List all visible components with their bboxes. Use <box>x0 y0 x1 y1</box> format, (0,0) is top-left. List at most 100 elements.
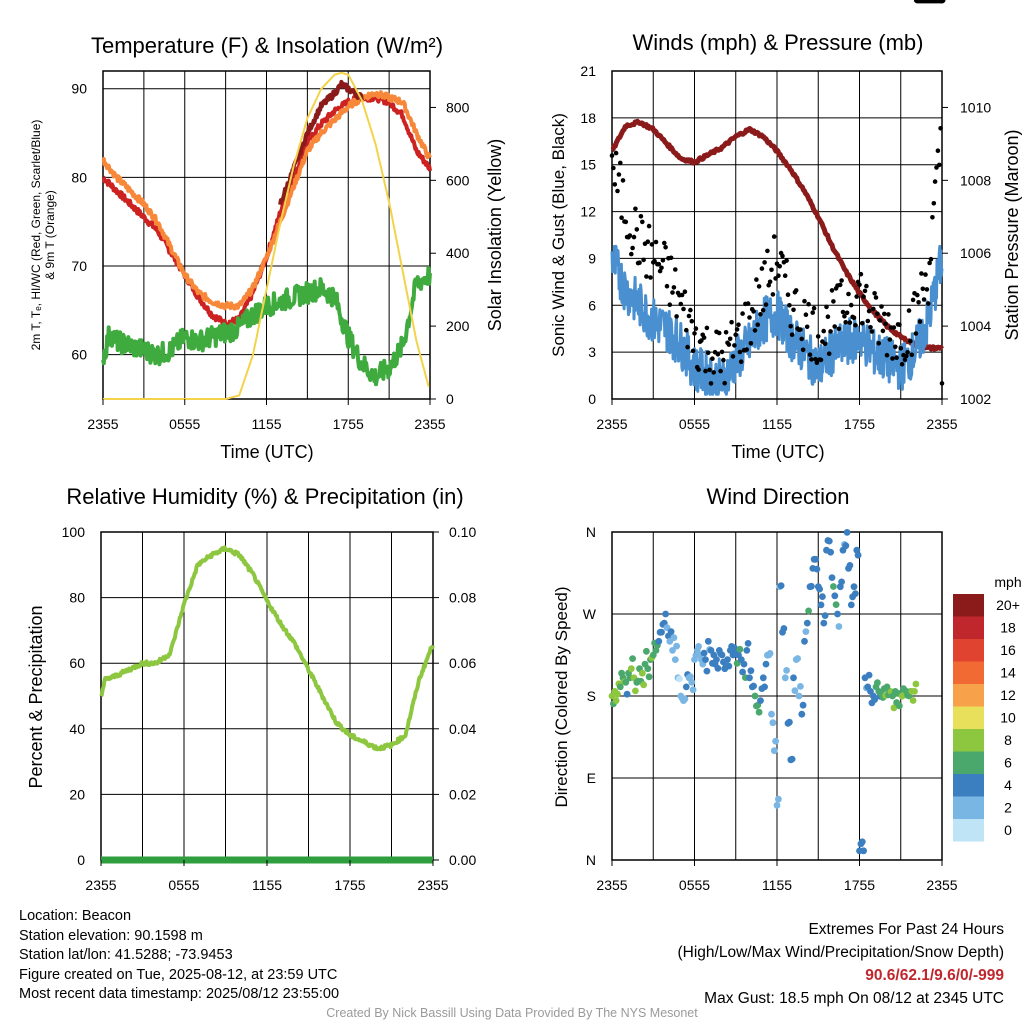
x-tick-label: 2355 <box>87 416 118 432</box>
direction-point <box>874 679 881 687</box>
dewpoint-line <box>101 265 432 387</box>
gust-point <box>721 357 726 363</box>
gust-point <box>806 301 811 307</box>
colorbar-swatch <box>953 796 984 819</box>
direction-point <box>700 649 708 657</box>
direction-point <box>911 688 918 695</box>
gust-point <box>825 314 831 320</box>
gust-point <box>633 206 638 212</box>
gust-point <box>684 327 689 333</box>
x-tick-label: 1155 <box>762 416 792 432</box>
gust-point <box>670 290 675 295</box>
gust-point <box>784 258 789 263</box>
gust-point <box>807 352 813 358</box>
colorbar-label: 6 <box>1004 755 1012 771</box>
x-tick-label: 2355 <box>596 416 627 432</box>
direction-point <box>740 660 748 668</box>
gust-point <box>686 313 692 319</box>
winds-right-label: Station Pressure (Maroon) <box>1002 129 1022 340</box>
gust-point <box>935 148 941 153</box>
direction-point <box>718 651 726 659</box>
gust-point <box>732 343 737 348</box>
gust-point <box>793 288 799 293</box>
gust-point <box>837 282 843 288</box>
gust-point <box>646 223 652 229</box>
winds-series <box>609 118 945 396</box>
gust-point <box>701 335 707 340</box>
gust-point <box>873 295 879 300</box>
direction-point <box>687 673 694 681</box>
gust-point <box>916 300 921 305</box>
gust-point <box>771 234 777 239</box>
y-tick-label-left: 12 <box>580 204 596 220</box>
gust-point <box>832 324 837 329</box>
gust-point <box>897 322 902 328</box>
temp-9m-line <box>101 90 432 311</box>
direction-point <box>780 625 788 632</box>
gust-point <box>762 260 767 265</box>
gust-point <box>740 311 745 316</box>
gust-point <box>754 277 759 282</box>
gust-point <box>890 356 895 361</box>
insolation-line <box>103 71 430 400</box>
y-tick-label-left: 18 <box>580 110 596 126</box>
gust-point <box>877 318 883 323</box>
direction-point <box>695 643 702 650</box>
gust-point <box>939 381 945 386</box>
gust-point <box>685 344 690 350</box>
direction-point <box>629 655 636 662</box>
gust-point <box>854 294 859 299</box>
gust-point <box>898 346 904 351</box>
direction-point <box>794 655 801 662</box>
gust-point <box>859 321 865 326</box>
gust-point <box>818 357 824 363</box>
direction-point <box>788 755 796 763</box>
direction-point <box>622 678 630 686</box>
direction-point <box>909 697 917 704</box>
gust-point <box>853 322 858 328</box>
gust-point <box>787 303 792 308</box>
gust-point <box>752 328 758 333</box>
gust-point <box>861 294 866 300</box>
x-tick-label: 2355 <box>926 416 957 432</box>
direction-point <box>616 683 624 691</box>
direction-point <box>714 665 722 672</box>
y-tick-label-right: 1010 <box>960 99 991 115</box>
y-tick-label-right: 200 <box>446 318 470 334</box>
direction-point <box>850 583 858 591</box>
x-tick-label: 1155 <box>762 877 792 893</box>
x-tick-label: 0555 <box>169 416 200 432</box>
direction-point <box>798 710 806 718</box>
gust-point <box>798 327 803 332</box>
gust-point <box>738 359 744 365</box>
gust-point <box>824 304 829 310</box>
y-tick-label-left: 21 <box>580 63 596 79</box>
direction-point <box>761 683 768 691</box>
direction-point <box>736 645 744 653</box>
y-tick-label-left: 80 <box>71 169 87 185</box>
gust-point <box>759 266 765 271</box>
y-tick-label-left: 90 <box>71 81 87 97</box>
gust-point <box>780 253 785 259</box>
gust-point <box>690 348 696 354</box>
gust-point <box>629 251 634 257</box>
direction-point <box>632 687 639 695</box>
gust-point <box>727 336 733 342</box>
colorbar-label: 10 <box>1000 710 1016 726</box>
gust-point <box>733 332 738 338</box>
direction-point <box>766 650 774 657</box>
direction-point <box>669 647 676 654</box>
gust-point <box>803 312 809 318</box>
humidity-panel: Relative Humidity (%) & Precipitation (i… <box>26 484 476 893</box>
gust-point <box>751 309 756 314</box>
gust-point <box>813 356 818 362</box>
gust-point <box>615 188 620 194</box>
gust-point <box>883 321 888 327</box>
direction-point <box>847 601 855 609</box>
gust-point <box>660 258 666 263</box>
gust-point <box>671 285 677 290</box>
direction-point <box>773 801 781 809</box>
direction-point <box>832 601 840 608</box>
gust-point <box>930 215 935 220</box>
recent-data-text: Most recent data timestamp: 2025/08/12 2… <box>19 986 340 1002</box>
